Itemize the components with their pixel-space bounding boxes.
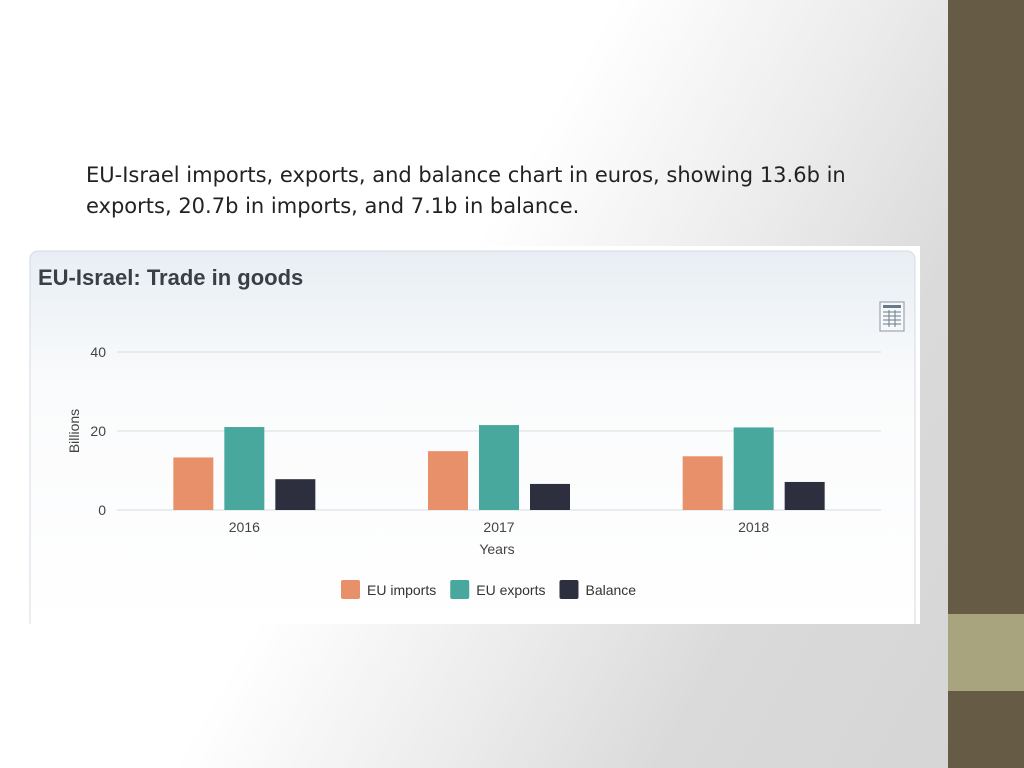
bar-eu-exports-2018[interactable] [733,427,774,510]
y-tick-label: 40 [90,344,106,360]
sidebar-accent [948,614,1024,691]
y-axis-label: Billions [66,409,82,453]
legend-swatch[interactable] [559,580,579,599]
x-tick-label: 2016 [229,519,260,535]
bar-balance-2016[interactable] [275,479,316,510]
table-icon[interactable] [879,301,905,332]
bar-eu-exports-2017[interactable] [479,425,519,510]
bar-chart: 0 20 40 Billions 2016 2017 2018 Years EU import… [29,250,916,624]
chart-frame [29,250,916,624]
legend-swatch[interactable] [341,580,360,599]
legend-swatch[interactable] [450,580,470,599]
bar-eu-imports-2016[interactable] [173,457,214,510]
bar-eu-exports-2016[interactable] [224,427,265,510]
slide-caption: EU-Israel imports, exports, and balance … [86,163,846,218]
legend-label[interactable]: EU imports [367,582,436,598]
chart-panel: 0 20 40 Billions 2016 2017 2018 Years EU import… [29,246,920,624]
chart-title: EU-Israel: Trade in goods [38,265,303,290]
x-axis-label: Years [479,541,514,557]
x-tick-label: 2018 [738,519,769,535]
bar-balance-2017[interactable] [530,483,570,510]
bar-eu-imports-2017[interactable] [428,451,468,510]
bar-balance-2018[interactable] [784,481,825,510]
y-tick-label: 20 [90,423,106,439]
y-tick-label: 0 [98,502,106,518]
bar-eu-imports-2018[interactable] [682,456,723,510]
x-tick-label: 2017 [483,519,514,535]
legend-label[interactable]: EU exports [476,582,545,598]
legend-label[interactable]: Balance [585,582,636,598]
